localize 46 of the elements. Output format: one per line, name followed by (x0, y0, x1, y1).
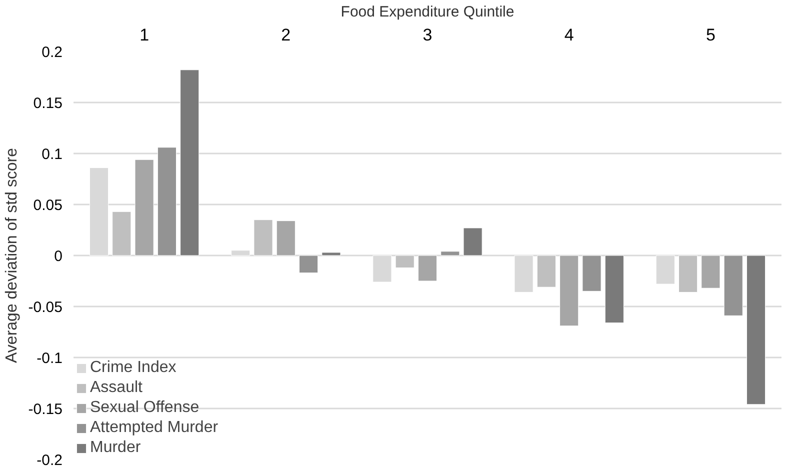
bar (112, 211, 132, 256)
bar (582, 255, 602, 292)
bar (463, 228, 482, 256)
x-tick-label: 4 (564, 26, 574, 44)
x-tick-label: 2 (281, 26, 291, 44)
bar (180, 70, 200, 256)
y-tick-label: -0.15 (28, 401, 63, 418)
bar (514, 255, 534, 292)
bar (89, 168, 109, 256)
bar (395, 255, 414, 268)
bar (372, 255, 392, 282)
bar (678, 255, 698, 292)
x-tick-label: 3 (422, 26, 432, 44)
bar (254, 220, 273, 256)
bar (701, 255, 720, 288)
bar (299, 255, 318, 274)
y-tick-label: 0.05 (33, 197, 63, 214)
y-axis-title: Average deviation of std score (3, 148, 20, 363)
y-tick-label: -0.2 (36, 452, 63, 469)
y-tick-label: -0.05 (28, 299, 63, 316)
legend-label: Crime Index (90, 359, 176, 377)
bar (231, 250, 250, 256)
y-tick-label: -0.1 (36, 350, 63, 367)
bar (560, 255, 579, 326)
y-tick-label: 0.2 (42, 44, 63, 61)
bar (440, 251, 460, 256)
bar (418, 255, 438, 282)
bar (134, 159, 154, 256)
legend-label: Assault (90, 379, 142, 397)
x-tick-label: 5 (706, 26, 716, 44)
x-axis-title: Food Expenditure Quintile (340, 4, 514, 20)
y-tick-label: 0 (54, 248, 62, 265)
bar (656, 255, 675, 284)
legend-label: Attempted Murder (90, 419, 218, 437)
legend-label: Sexual Offense (90, 399, 200, 417)
bar (724, 255, 743, 316)
y-tick-label: 0.1 (42, 146, 63, 163)
bar (604, 255, 624, 324)
x-tick-label: 1 (140, 26, 150, 44)
legend-label: Murder (90, 439, 141, 457)
y-tick-label: 0.15 (33, 95, 63, 112)
bar (276, 220, 296, 256)
bar (536, 255, 556, 288)
bar (746, 255, 766, 405)
bar (322, 252, 341, 256)
bar (157, 147, 176, 256)
